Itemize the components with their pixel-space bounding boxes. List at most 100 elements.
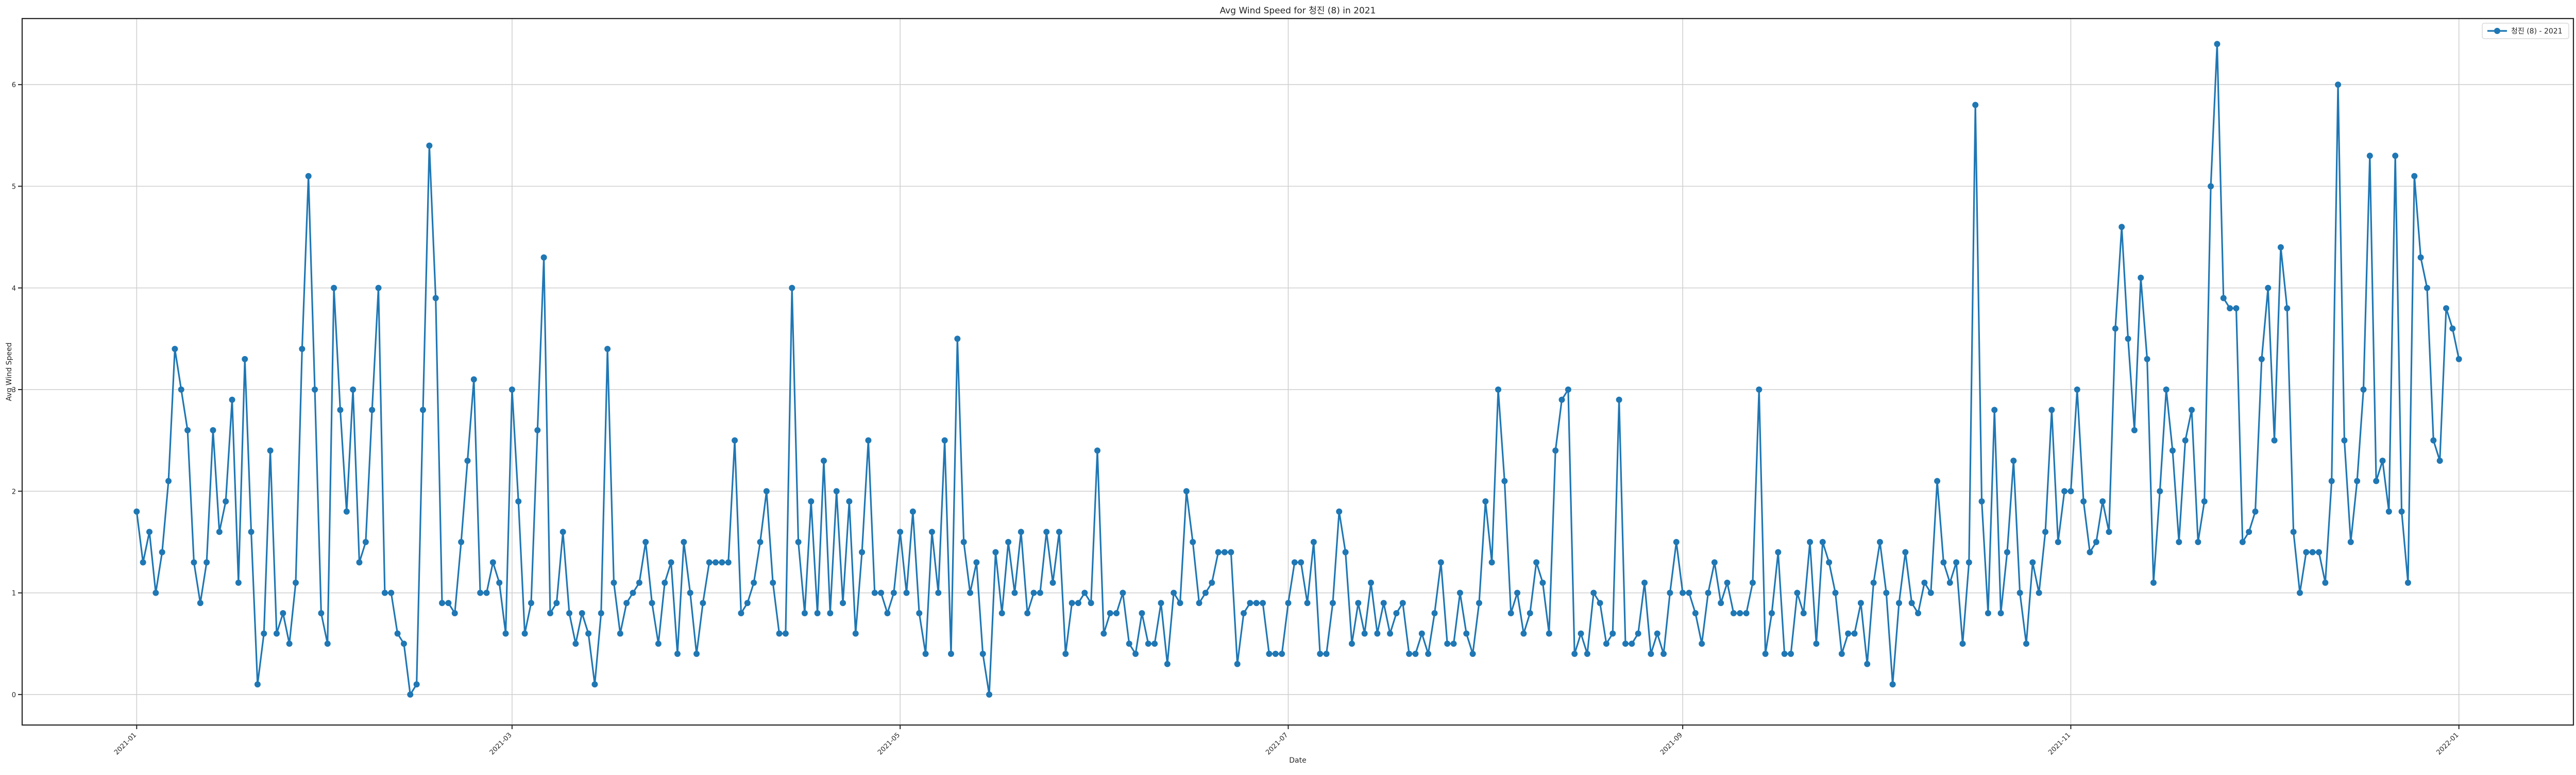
data-point <box>668 559 674 566</box>
data-point <box>2341 437 2348 444</box>
data-point <box>159 549 165 555</box>
data-point <box>1730 610 1737 617</box>
data-point <box>1234 661 1241 667</box>
data-point <box>909 508 916 515</box>
data-point <box>1597 600 1603 606</box>
data-point <box>1788 650 1794 657</box>
data-point <box>611 579 617 586</box>
data-point <box>1037 589 1043 596</box>
data-point <box>172 346 178 352</box>
data-point <box>216 529 223 535</box>
data-point <box>1126 641 1132 647</box>
data-point <box>903 589 910 596</box>
data-point <box>1221 549 1228 555</box>
data-point <box>776 630 783 637</box>
data-point <box>1762 650 1769 657</box>
data-point <box>566 610 573 617</box>
data-point <box>1406 650 1413 657</box>
data-point <box>1978 498 1985 505</box>
data-point <box>528 600 534 606</box>
data-point <box>483 589 490 596</box>
data-point <box>1100 630 1107 637</box>
data-point <box>1164 661 1171 667</box>
data-point <box>1062 650 1069 657</box>
data-point <box>681 538 687 545</box>
data-point <box>2195 538 2201 545</box>
data-point <box>337 407 344 413</box>
data-point <box>184 427 191 433</box>
data-point <box>2182 437 2189 444</box>
data-point <box>146 529 152 535</box>
data-point <box>1399 600 1406 606</box>
data-point <box>1940 559 1947 566</box>
data-point <box>1692 610 1699 617</box>
y-tick-label: 5 <box>12 183 16 191</box>
data-point <box>343 508 350 515</box>
data-point <box>713 559 719 566</box>
data-point <box>2125 335 2131 342</box>
data-point <box>591 681 598 688</box>
data-point <box>2227 305 2233 312</box>
data-point <box>420 407 426 413</box>
data-point <box>1463 630 1470 637</box>
data-point <box>1769 610 1775 617</box>
data-point <box>1680 589 1686 596</box>
data-point <box>2316 549 2323 555</box>
data-point <box>2233 305 2240 312</box>
data-point <box>1501 478 1508 484</box>
data-point <box>973 559 980 566</box>
data-point <box>2417 254 2424 261</box>
data-point <box>967 589 974 596</box>
data-point <box>1469 650 1476 657</box>
data-point <box>2016 589 2023 596</box>
data-point <box>464 458 471 464</box>
data-point <box>432 295 439 301</box>
data-point <box>2029 559 2036 566</box>
data-point <box>2430 437 2437 444</box>
data-point <box>1444 641 1451 647</box>
data-point <box>178 386 184 393</box>
data-point <box>1145 641 1151 647</box>
data-point <box>1857 600 1864 606</box>
data-point <box>2023 641 2029 647</box>
data-point <box>2290 529 2297 535</box>
data-point <box>649 600 655 606</box>
data-point <box>1387 630 1394 637</box>
data-point <box>286 641 293 647</box>
data-point <box>2398 508 2405 515</box>
data-point <box>197 600 204 606</box>
data-point <box>884 610 891 617</box>
data-point <box>305 173 312 179</box>
data-point <box>1908 600 1915 606</box>
data-point <box>1139 610 1145 617</box>
data-point <box>280 610 286 617</box>
data-point <box>1418 630 1425 637</box>
legend-box <box>2482 23 2569 39</box>
data-point <box>725 559 732 566</box>
data-point <box>1959 641 1966 647</box>
data-point <box>1571 650 1578 657</box>
data-point <box>1743 610 1750 617</box>
data-point <box>1838 650 1845 657</box>
data-point <box>1737 610 1743 617</box>
data-point <box>922 650 929 657</box>
data-point <box>1005 538 1012 545</box>
data-point <box>1876 538 1883 545</box>
data-point <box>1953 559 1960 566</box>
legend: 청진 (8) - 2021 <box>2482 23 2569 39</box>
data-point <box>2201 498 2208 505</box>
data-point <box>2411 173 2418 179</box>
data-point <box>1075 600 1081 606</box>
data-point <box>2296 589 2303 596</box>
data-point <box>2144 356 2150 362</box>
y-tick-label: 4 <box>12 285 16 293</box>
data-point <box>1807 538 1814 545</box>
data-point <box>2138 275 2144 281</box>
data-point <box>1431 610 1438 617</box>
data-point <box>394 630 401 637</box>
data-point <box>2265 284 2272 291</box>
data-point <box>1253 600 1260 606</box>
data-point <box>1851 630 1858 637</box>
data-point <box>1495 386 1501 393</box>
data-point <box>1660 650 1667 657</box>
